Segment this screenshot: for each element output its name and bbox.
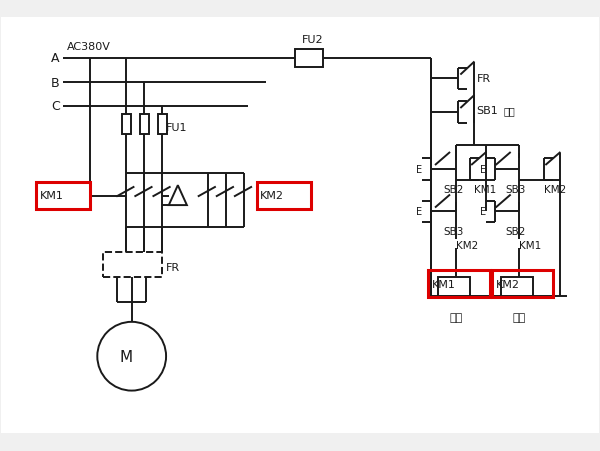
Text: KM1: KM1 [474, 184, 496, 194]
Text: FR: FR [476, 74, 491, 84]
Bar [158, 115, 167, 134]
Bar [501, 278, 533, 296]
Text: SB3: SB3 [505, 184, 526, 194]
Text: FU2: FU2 [302, 36, 323, 46]
Bar [437, 278, 470, 296]
Text: KM1: KM1 [519, 240, 541, 250]
Text: KM1: KM1 [432, 279, 456, 289]
Text: KM1: KM1 [40, 191, 63, 201]
Text: KM2: KM2 [496, 279, 520, 289]
Text: KM2: KM2 [260, 191, 284, 201]
Text: SB3: SB3 [443, 227, 463, 237]
Text: 停车: 停车 [503, 106, 515, 116]
Text: E: E [480, 165, 486, 175]
Text: C: C [51, 100, 60, 113]
Text: KM2: KM2 [544, 184, 566, 194]
Text: 反转: 反转 [512, 313, 526, 322]
Bar [122, 115, 131, 134]
Text: FR: FR [166, 262, 180, 272]
Text: SB2: SB2 [505, 227, 526, 237]
Text: E: E [416, 207, 422, 217]
Text: KM2: KM2 [455, 240, 478, 250]
Bar [295, 50, 323, 68]
Text: 正转: 正转 [449, 313, 462, 322]
Text: A: A [51, 52, 59, 65]
Text: FU1: FU1 [166, 123, 188, 133]
Text: E: E [416, 165, 422, 175]
Text: SB2: SB2 [443, 184, 463, 194]
Text: SB1: SB1 [476, 106, 498, 116]
Text: E: E [480, 207, 486, 217]
Text: AC380V: AC380V [67, 42, 110, 52]
Bar [140, 115, 149, 134]
Bar [103, 253, 161, 278]
Text: M: M [120, 349, 133, 364]
Text: B: B [51, 76, 60, 89]
